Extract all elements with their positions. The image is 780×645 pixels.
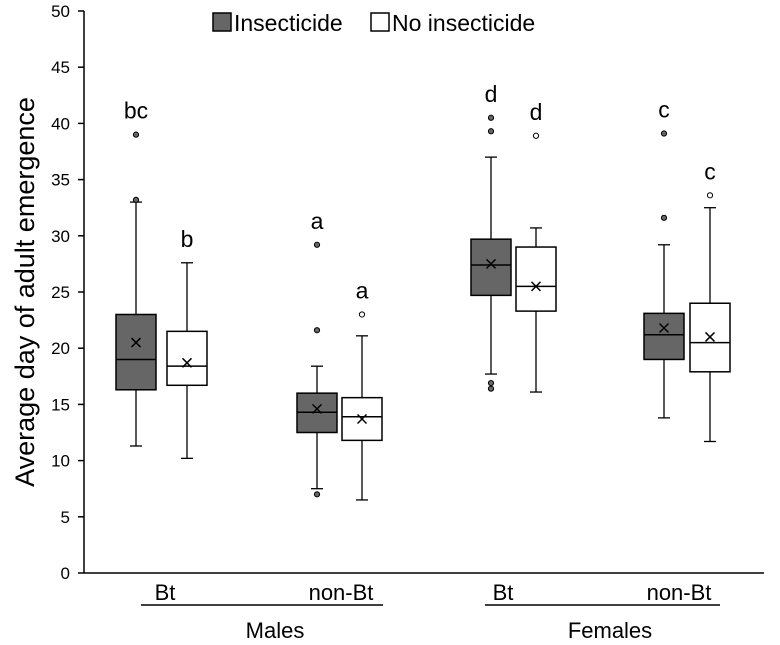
significance-letter: a — [311, 208, 324, 234]
y-ticks: 0 5 10 15 20 25 30 35 40 45 50 — [51, 2, 84, 583]
box-females-bt-insecticide: d — [470, 81, 512, 392]
mean-marker — [130, 337, 142, 348]
y-tick-label-10: 10 — [51, 452, 70, 471]
mean-marker — [530, 281, 542, 292]
legend-swatch-insecticide — [212, 12, 232, 32]
y-tick-label-5: 5 — [61, 508, 70, 527]
mean-marker — [658, 322, 670, 333]
y-tick-label-35: 35 — [51, 171, 70, 190]
outlier-point — [487, 385, 495, 392]
box-females-non-bt-no-insecticide: c — [689, 158, 731, 443]
category-label-females-non-bt: non-Bt — [647, 580, 712, 605]
y-tick-label-50: 50 — [51, 2, 70, 21]
outlier-point — [132, 131, 140, 138]
y-tick-label-20: 20 — [51, 339, 70, 358]
outlier-point — [313, 491, 321, 498]
y-tick-label-45: 45 — [51, 58, 70, 77]
box-females-bt-no-insecticide: d — [515, 99, 557, 393]
y-tick-label-40: 40 — [51, 114, 70, 133]
legend-swatch-no-insecticide — [370, 12, 390, 32]
outlier-point — [487, 128, 495, 135]
y-axis-title: Average day of adult emergence — [10, 97, 40, 487]
significance-letter: bc — [124, 98, 148, 124]
y-tick-label-15: 15 — [51, 395, 70, 414]
iqr-box — [515, 246, 557, 312]
category-label-males-non-bt: non-Bt — [309, 580, 374, 605]
significance-letter: c — [658, 97, 670, 123]
outlier-point — [313, 241, 321, 248]
group-label-males: Males — [246, 618, 305, 643]
legend-label-no-insecticide: No insecticide — [392, 10, 535, 36]
significance-letter: c — [704, 158, 716, 184]
y-tick-label-30: 30 — [51, 227, 70, 246]
y-tick-label-0: 0 — [61, 564, 70, 583]
outlier-point — [487, 114, 495, 121]
legend-label-insecticide: Insecticide — [234, 10, 343, 36]
box-females-non-bt-insecticide: c — [643, 97, 685, 419]
box-males-non-bt-no-insecticide: a — [341, 277, 383, 501]
mean-marker — [704, 331, 716, 342]
iqr-box — [115, 313, 157, 391]
box-males-bt-insecticide: bc — [115, 98, 157, 447]
outlier-point — [706, 192, 714, 199]
outlier-point — [660, 130, 668, 137]
significance-letter: b — [181, 226, 194, 252]
mean-marker — [485, 258, 497, 269]
boxes: bc b a a d d c c — [115, 81, 731, 501]
group-label-females: Females — [568, 618, 652, 643]
category-label-females-bt: Bt — [493, 580, 514, 605]
mean-marker — [311, 403, 323, 414]
iqr-box — [166, 330, 208, 387]
category-label-males-bt: Bt — [155, 580, 176, 605]
iqr-box — [470, 238, 512, 297]
mean-marker — [181, 357, 193, 368]
y-tick-label-25: 25 — [51, 283, 70, 302]
box-males-non-bt-insecticide: a — [296, 208, 338, 498]
iqr-box — [643, 312, 685, 361]
mean-marker — [356, 413, 368, 425]
outlier-point — [660, 214, 668, 221]
outlier-point — [132, 196, 140, 203]
outlier-point — [532, 132, 540, 139]
box-males-bt-no-insecticide: b — [166, 226, 208, 460]
significance-letter: d — [530, 99, 543, 125]
legend: Insecticide No insecticide — [212, 10, 535, 36]
significance-letter: d — [485, 81, 498, 107]
significance-letter: a — [356, 277, 369, 303]
outlier-point — [313, 327, 321, 334]
outlier-point — [487, 379, 495, 387]
outlier-point — [358, 311, 366, 318]
